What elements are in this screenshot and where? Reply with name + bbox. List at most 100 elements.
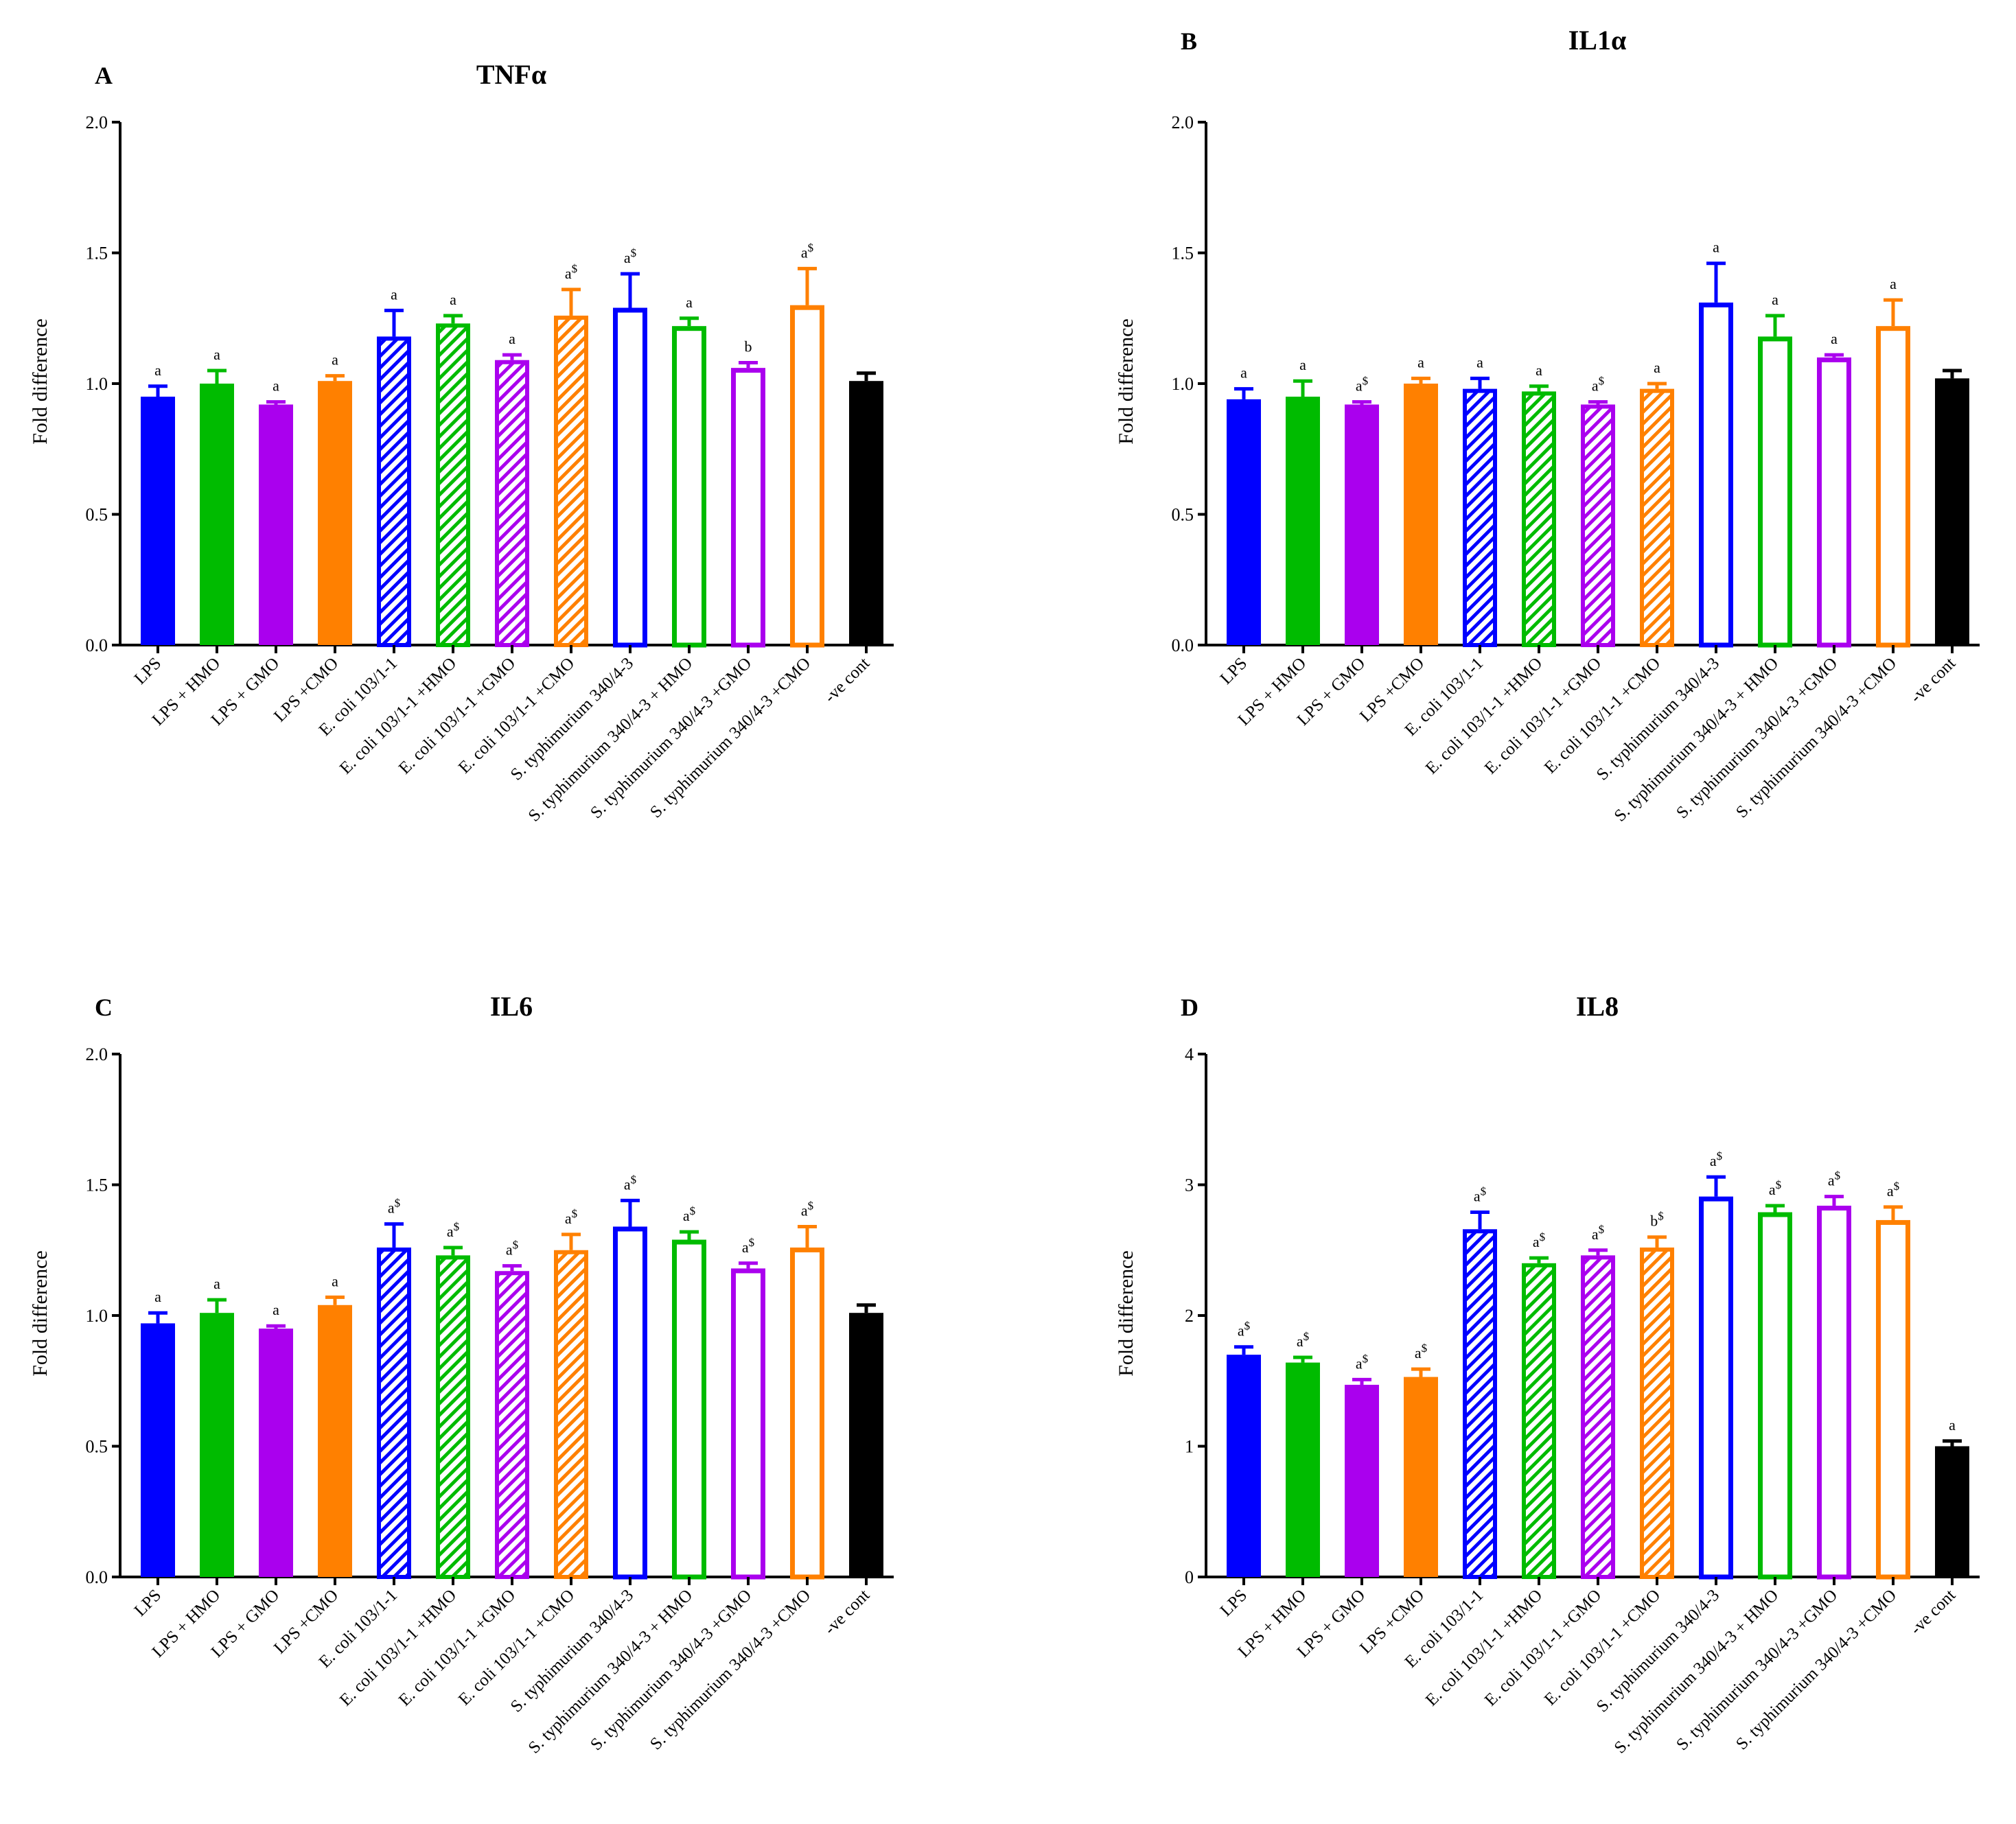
- significance-label: a: [273, 377, 279, 395]
- bar: [554, 1250, 588, 1579]
- significance-label: b$: [1650, 1210, 1664, 1230]
- bar: [200, 1313, 234, 1577]
- bar: [318, 381, 352, 645]
- chart-title: TNFα: [476, 59, 546, 90]
- y-tick-label: 0.5: [86, 1437, 108, 1457]
- y-tick-label: 1.5: [86, 1176, 108, 1195]
- bar: [672, 1239, 706, 1580]
- significance-label: a: [391, 285, 397, 303]
- bar: [731, 1268, 765, 1580]
- bar: [377, 336, 411, 647]
- significance-label: b: [745, 338, 752, 355]
- significance-label: a: [332, 351, 338, 369]
- y-tick-label: 2: [1185, 1306, 1194, 1326]
- x-tick-label: -ve cont: [1907, 1586, 1960, 1639]
- x-tick-label: -ve cont: [821, 1586, 874, 1639]
- significance-label: a$: [1592, 375, 1604, 395]
- x-tick-label: E. coli 103/1-1 +CMO: [1541, 654, 1664, 777]
- bar: [1345, 1384, 1379, 1577]
- bar: [1286, 397, 1320, 645]
- x-tick-label: LPS: [1217, 1586, 1251, 1620]
- significance-label: a$: [1887, 1180, 1899, 1200]
- significance-label: a$: [388, 1197, 400, 1217]
- significance-label: a$: [1356, 375, 1368, 395]
- bar: [1935, 378, 1969, 645]
- x-tick-label: E. coli 103/1-1 +HMO: [1422, 654, 1546, 777]
- bar: [1404, 384, 1438, 645]
- x-tick-label: E. coli 103/1-1 +CMO: [455, 654, 578, 777]
- y-tick-label: 0.5: [1172, 505, 1194, 525]
- bar: [672, 326, 706, 648]
- significance-label: a: [509, 330, 515, 347]
- panel-b: B IL1α Fold difference 0.0 0.5 1.0 1.5 2.0 a L…: [1115, 25, 1980, 826]
- significance-label: a: [1890, 275, 1897, 292]
- bar: [849, 381, 883, 645]
- significance-label: a$: [1533, 1230, 1545, 1250]
- bar: [436, 1255, 470, 1579]
- significance-label: a: [332, 1272, 338, 1289]
- chart-title: IL1α: [1568, 25, 1627, 56]
- significance-label: a: [1949, 1416, 1956, 1434]
- bar: [495, 360, 529, 648]
- significance-label: a: [1299, 356, 1306, 373]
- bar: [849, 1313, 883, 1577]
- significance-label: a$: [506, 1239, 518, 1259]
- significance-label: a: [1417, 353, 1424, 371]
- bar: [1935, 1446, 1969, 1577]
- x-tick-label: E. coli 103/1-1 +CMO: [1541, 1586, 1664, 1709]
- significance-label: a$: [1828, 1169, 1840, 1189]
- significance-label: a: [1654, 359, 1660, 376]
- significance-label: a$: [1769, 1178, 1781, 1198]
- bar: [1463, 388, 1497, 647]
- significance-label: a: [686, 294, 693, 311]
- y-tick-label: 3: [1185, 1176, 1194, 1195]
- panel-letter: A: [95, 62, 113, 89]
- significance-label: a: [154, 1288, 161, 1305]
- bar: [1227, 1355, 1261, 1577]
- bar: [1286, 1362, 1320, 1577]
- y-tick-label: 0.5: [86, 505, 108, 525]
- x-tick-label: E. coli 103/1-1 +HMO: [336, 654, 460, 777]
- y-tick-label: 1.0: [86, 374, 108, 394]
- significance-label: a: [1536, 362, 1542, 379]
- bar: [495, 1271, 529, 1579]
- significance-label: a$: [1356, 1352, 1368, 1372]
- chart-title: IL6: [490, 991, 533, 1022]
- y-tick-label: 1.0: [86, 1306, 108, 1326]
- bar: [1758, 1212, 1792, 1580]
- panel-c: C IL6 Fold difference 0.0 0.5 1.0 1.5 2.0 a LP…: [29, 991, 894, 1757]
- significance-label: a: [1831, 330, 1838, 347]
- bar: [1699, 1196, 1733, 1580]
- panel-letter: D: [1181, 994, 1198, 1021]
- significance-label: a$: [565, 262, 577, 282]
- x-tick-label: -ve cont: [821, 654, 874, 707]
- y-tick-label: 1.5: [1172, 244, 1194, 264]
- bar: [1463, 1229, 1497, 1579]
- y-tick-label: 1.0: [1172, 374, 1194, 394]
- x-tick-label: LPS: [131, 654, 165, 688]
- bar: [1758, 336, 1792, 648]
- bar: [554, 315, 588, 647]
- bar: [613, 307, 647, 648]
- y-tick-label: 0.0: [86, 635, 108, 655]
- significance-label: a: [213, 346, 220, 363]
- significance-label: a$: [742, 1236, 754, 1256]
- y-tick-label: 2.0: [86, 1044, 108, 1064]
- y-axis-label: Fold difference: [1115, 1250, 1137, 1377]
- significance-label: a$: [1238, 1320, 1250, 1340]
- x-tick-label: E. coli 103/1-1 +CMO: [455, 1586, 578, 1709]
- significance-label: a: [1240, 364, 1247, 382]
- significance-label: a$: [447, 1220, 459, 1240]
- bar: [731, 368, 765, 648]
- significance-label: a: [213, 1275, 220, 1292]
- y-axis-label: Fold difference: [29, 1250, 51, 1377]
- significance-label: a: [1476, 353, 1483, 371]
- y-tick-label: 0.0: [1172, 635, 1194, 655]
- panel-letter: B: [1181, 27, 1197, 55]
- bar: [790, 305, 824, 648]
- bar: [1345, 404, 1379, 645]
- bar: [790, 1247, 824, 1580]
